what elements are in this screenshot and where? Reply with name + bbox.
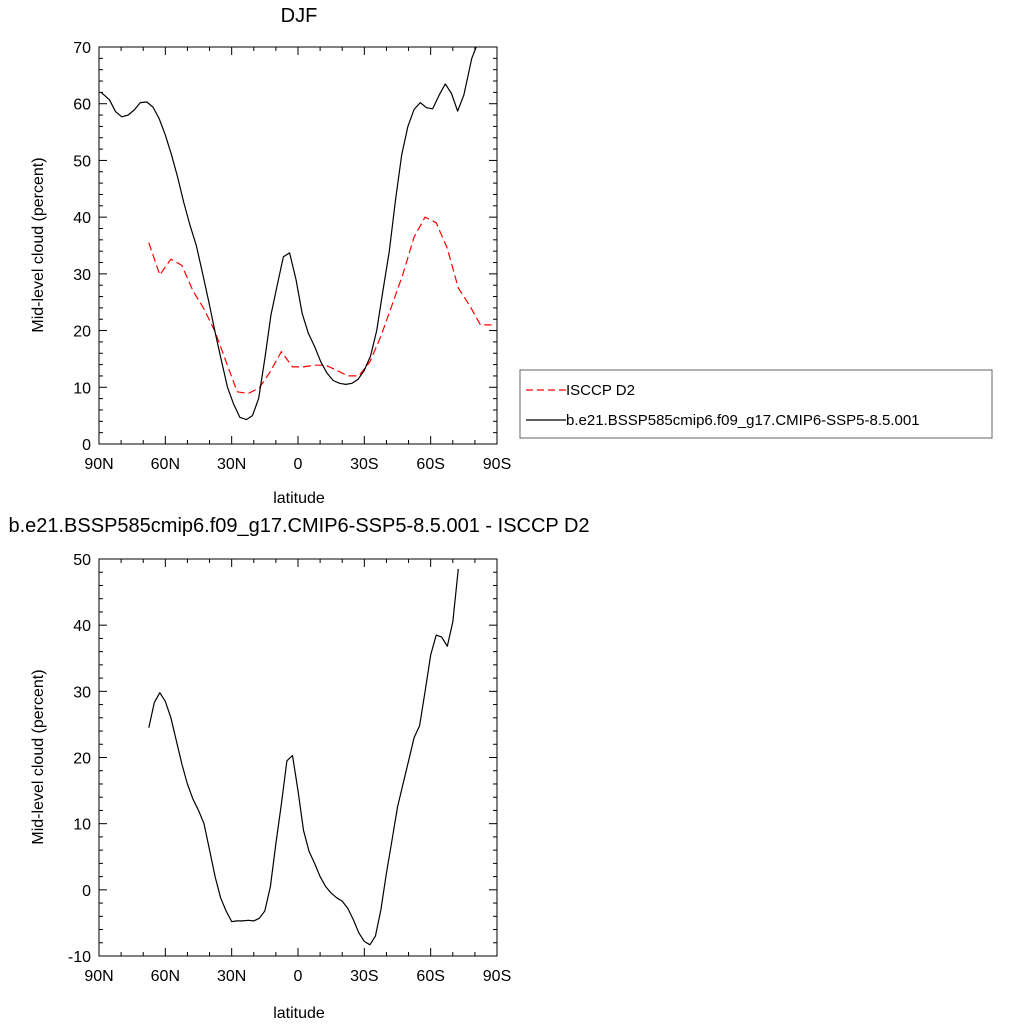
top-chart-x-tick-label: 90N xyxy=(84,456,113,473)
top-chart-x-tick-label: 60S xyxy=(416,456,444,473)
top-chart-y-tick-label: 70 xyxy=(73,40,91,57)
bottom-chart-x-tick-label: 90S xyxy=(483,968,511,985)
bottom-chart-x-tick-label: 0 xyxy=(294,968,303,985)
top-chart-y-tick-label: 60 xyxy=(73,97,91,114)
bottom-chart-y-tick-label: 40 xyxy=(73,618,91,635)
top-chart-x-tick-label: 0 xyxy=(294,456,303,473)
bottom-chart: b.e21.BSSP585cmip6.f09_g17.CMIP6-SSP5-8.… xyxy=(8,515,589,1022)
top-chart-frame xyxy=(98,46,498,445)
bottom-chart-y-tick-label: 50 xyxy=(73,552,91,569)
top-chart-y-tick-label: 30 xyxy=(73,267,91,284)
legend-box xyxy=(519,369,993,439)
top-chart-y-tick-label: 0 xyxy=(82,437,91,454)
bottom-chart-x-axis-label: latitude xyxy=(273,1005,325,1022)
legend-model-label: b.e21.BSSP585cmip6.f09_g17.CMIP6-SSP5-8.… xyxy=(566,412,920,429)
bottom-chart-series-line-0 xyxy=(148,568,459,946)
bottom-chart-y-tick-label: 20 xyxy=(73,751,91,768)
top-chart-y-tick-label: 10 xyxy=(73,380,91,397)
legend: ISCCP D2 b.e21.BSSP585cmip6.f09_g17.CMIP… xyxy=(519,369,993,439)
bottom-chart-y-tick-label: -10 xyxy=(68,949,91,966)
top-chart-series-line-1 xyxy=(100,46,477,421)
top-chart-title: DJF xyxy=(281,5,318,27)
top-chart-y-tick-label: 40 xyxy=(73,210,91,227)
bottom-chart-frame xyxy=(98,558,498,957)
legend-isccp-label: ISCCP D2 xyxy=(566,382,635,399)
top-chart-y-tick-label: 20 xyxy=(73,324,91,341)
bottom-chart-y-tick-label: 10 xyxy=(73,817,91,834)
bottom-chart-y-axis-label: Mid-level cloud (percent) xyxy=(30,669,47,844)
bottom-chart-x-tick-label: 30N xyxy=(217,968,246,985)
bottom-chart-x-tick-label: 60S xyxy=(416,968,444,985)
top-chart-x-axis-label: latitude xyxy=(273,490,325,507)
top-chart-y-axis-label: Mid-level cloud (percent) xyxy=(30,157,47,332)
bottom-chart-x-tick-label: 90N xyxy=(84,968,113,985)
top-chart-x-tick-label: 90S xyxy=(483,456,511,473)
bottom-chart-x-tick-label: 30S xyxy=(350,968,378,985)
bottom-chart-title: b.e21.BSSP585cmip6.f09_g17.CMIP6-SSP5-8.… xyxy=(8,515,589,537)
bottom-chart-y-tick-label: 0 xyxy=(82,883,91,900)
top-chart-y-tick-label: 50 xyxy=(73,153,91,170)
bottom-chart-y-tick-label: 30 xyxy=(73,684,91,701)
top-chart-x-tick-label: 30S xyxy=(350,456,378,473)
top-chart-x-tick-label: 60N xyxy=(151,456,180,473)
top-chart: DJF 90N 60N 30N 0 30S 60S 90S 0 10 20 30 40 50 60 70 l… xyxy=(30,5,511,507)
top-chart-series-line-0 xyxy=(148,216,492,395)
bottom-chart-x-tick-label: 60N xyxy=(151,968,180,985)
top-chart-x-tick-label: 30N xyxy=(217,456,246,473)
